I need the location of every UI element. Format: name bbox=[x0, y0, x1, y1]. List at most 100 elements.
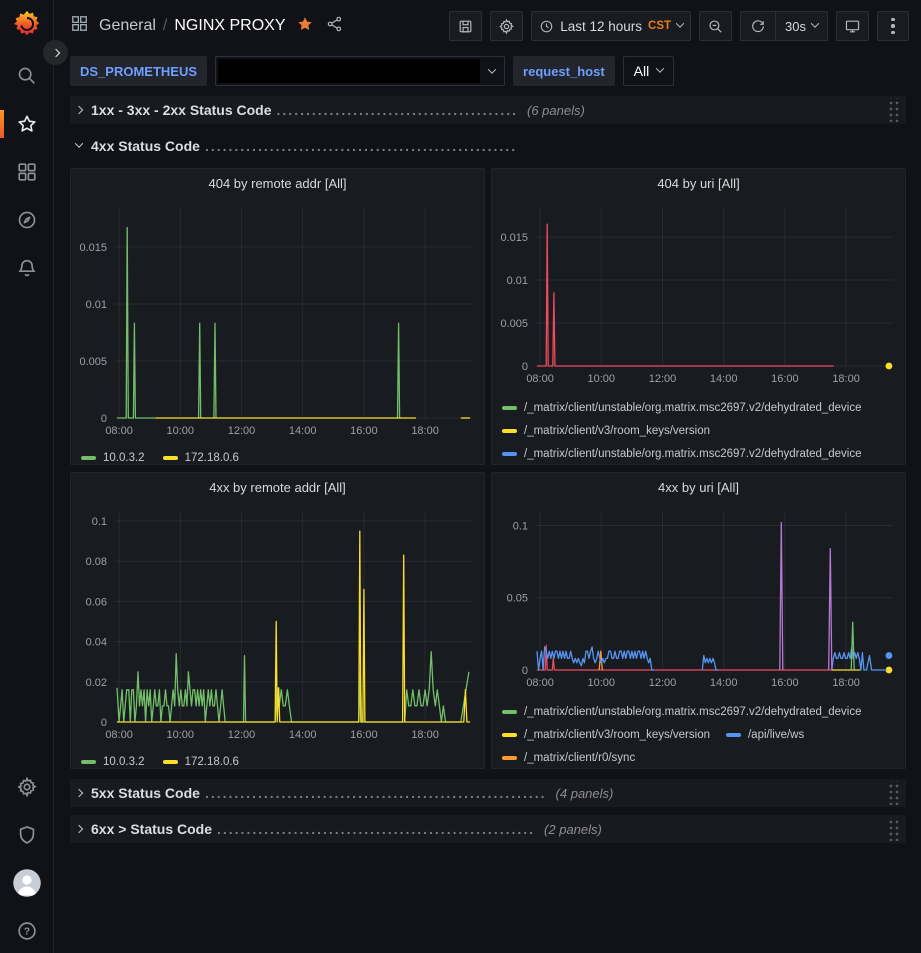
sidebar-item-explore[interactable] bbox=[0, 206, 54, 234]
monitor-icon bbox=[845, 20, 860, 32]
series-line bbox=[850, 621, 855, 671]
row-drag-handle[interactable] bbox=[887, 98, 900, 122]
legend-item[interactable]: /_matrix/client/v3/room_keys/version bbox=[502, 724, 710, 745]
row-1xx-3xx-2xx[interactable]: 1xx - 3xx - 2xx Status Code ............… bbox=[70, 96, 906, 124]
redacted-value bbox=[218, 59, 481, 83]
sidebar-item-profile[interactable] bbox=[0, 869, 54, 897]
dashboards-icon bbox=[70, 14, 89, 38]
sidebar-item-alerting[interactable] bbox=[0, 254, 54, 282]
svg-text:0.1: 0.1 bbox=[92, 516, 107, 528]
dashboard-canvas: 1xx - 3xx - 2xx Status Code ............… bbox=[54, 90, 921, 953]
legend-item[interactable]: 10.0.3.2 bbox=[81, 447, 145, 464]
legend-item[interactable]: /_matrix/client/unstable/org.matrix.msc2… bbox=[502, 701, 862, 722]
svg-text:0: 0 bbox=[522, 665, 528, 677]
legend-swatch bbox=[81, 759, 96, 764]
svg-text:14:00: 14:00 bbox=[289, 425, 317, 437]
legend-item[interactable]: 10.0.3.2 bbox=[81, 751, 145, 768]
row-dotted-leader: ........................................… bbox=[217, 821, 536, 837]
legend-label: /_matrix/client/v3/room_keys/version bbox=[524, 728, 710, 741]
time-range-picker[interactable]: Last 12 hours CST bbox=[531, 11, 692, 41]
sidebar-item-starred[interactable] bbox=[0, 110, 54, 138]
sidebar-item-server-admin[interactable] bbox=[0, 821, 54, 849]
breadcrumb: General / NGINX PROXY bbox=[99, 17, 286, 35]
svg-text:0.005: 0.005 bbox=[500, 318, 528, 330]
sidebar-item-search[interactable] bbox=[0, 62, 54, 90]
legend-item[interactable]: /_matrix/client/unstable/org.matrix.msc2… bbox=[502, 397, 862, 418]
row-6xx[interactable]: 6xx > Status Code ......................… bbox=[70, 815, 906, 843]
chevron-right-icon bbox=[74, 824, 84, 834]
legend-item[interactable]: /_matrix/client/unstable/org.matrix.msc2… bbox=[502, 443, 862, 464]
svg-text:0.01: 0.01 bbox=[507, 275, 528, 287]
top-navbar: General / NGINX PROXY bbox=[54, 0, 921, 52]
legend-label: 10.0.3.2 bbox=[103, 755, 145, 768]
zoom-out-button[interactable] bbox=[699, 11, 733, 41]
svg-text:12:00: 12:00 bbox=[228, 425, 256, 437]
sidebar-expand-button[interactable] bbox=[43, 40, 68, 65]
svg-text:0.08: 0.08 bbox=[86, 556, 107, 568]
sidebar-item-dashboards[interactable] bbox=[0, 158, 54, 186]
legend-label: /_matrix/client/unstable/org.matrix.msc2… bbox=[524, 705, 862, 718]
legend-item[interactable]: 172.18.0.6 bbox=[162, 751, 239, 768]
legend-item[interactable]: /_matrix/client/r0/sync bbox=[502, 747, 635, 768]
time-series-chart[interactable]: 0 0.05 0.1 08:00 10:00 12:00 14:00 16:00 18:00 bbox=[492, 501, 905, 692]
series-point bbox=[885, 666, 893, 674]
sidebar-item-configuration[interactable] bbox=[0, 773, 54, 801]
legend-label: 172.18.0.6 bbox=[184, 451, 239, 464]
svg-text:0.1: 0.1 bbox=[513, 520, 528, 532]
chevron-right-icon bbox=[74, 105, 84, 115]
svg-text:18:00: 18:00 bbox=[832, 677, 860, 689]
panel-404-by-uri: 404 by uri [All] 0 0.005 0.01 0.015 08:00 10:… bbox=[491, 168, 906, 465]
svg-text:18:00: 18:00 bbox=[411, 425, 439, 437]
row-drag-handle[interactable] bbox=[887, 817, 900, 841]
dashboard-settings-button[interactable] bbox=[490, 11, 524, 41]
share-icon[interactable] bbox=[326, 15, 344, 38]
grafana-logo[interactable] bbox=[0, 10, 54, 38]
variable-value-ds-prometheus[interactable] bbox=[215, 56, 506, 86]
tv-mode-button[interactable] bbox=[836, 11, 869, 41]
row-5xx[interactable]: 5xx Status Code ........................… bbox=[70, 779, 906, 807]
save-dashboard-button[interactable] bbox=[449, 11, 483, 41]
row-panel-count: (6 panels) bbox=[527, 102, 585, 118]
dashboard-variables-bar: DS_PROMETHEUS request_host All bbox=[54, 52, 921, 90]
series-line bbox=[213, 322, 217, 419]
panel-title[interactable]: 404 by uri [All] bbox=[657, 175, 740, 191]
breadcrumb-separator: / bbox=[162, 17, 168, 34]
row-4xx[interactable]: 4xx Status Code ........................… bbox=[70, 132, 906, 160]
legend-item[interactable]: 172.18.0.6 bbox=[162, 447, 239, 464]
chart-wrap: 0 0.02 0.04 0.06 0.08 0.1 08:00 10:00 12:00 14:00… bbox=[71, 501, 484, 749]
row-panel-count: (4 panels) bbox=[555, 785, 614, 801]
legend-label: 10.0.3.2 bbox=[103, 451, 145, 464]
time-series-chart[interactable]: 0 0.005 0.01 0.015 08:00 10:00 12:00 14:00 16:00… bbox=[492, 197, 905, 388]
row-drag-handle[interactable] bbox=[887, 781, 900, 805]
panel-title[interactable]: 404 by remote addr [All] bbox=[208, 175, 347, 191]
more-options-button[interactable] bbox=[877, 11, 909, 41]
legend-swatch bbox=[502, 428, 517, 433]
legend-item[interactable]: /api/live/ws bbox=[725, 724, 804, 745]
svg-text:0.02: 0.02 bbox=[86, 677, 107, 689]
series-point bbox=[885, 362, 893, 370]
panel-title[interactable]: 4xx by uri [All] bbox=[658, 479, 739, 495]
refresh-interval-dropdown[interactable]: 30s bbox=[775, 12, 827, 40]
svg-text:14:00: 14:00 bbox=[710, 373, 738, 385]
sidebar: ? bbox=[0, 0, 68, 953]
legend-label: 172.18.0.6 bbox=[184, 755, 239, 768]
variable-label-request-host[interactable]: request_host bbox=[513, 56, 615, 86]
breadcrumb-section[interactable]: General bbox=[99, 17, 156, 34]
zoom-out-icon bbox=[709, 19, 722, 33]
series-line bbox=[537, 644, 834, 671]
legend-item[interactable]: /_matrix/client/v3/room_keys/version bbox=[502, 420, 710, 441]
panel-4xx-by-remote-addr: 4xx by remote addr [All] 0 0.02 0.04 0.06 0.… bbox=[70, 472, 485, 769]
legend-swatch bbox=[502, 451, 517, 456]
row-panel-count: (2 panels) bbox=[544, 821, 602, 837]
time-series-chart[interactable]: 0 0.02 0.04 0.06 0.08 0.1 08:00 10:00 12:00 14:00… bbox=[71, 501, 484, 744]
variable-value-request-host[interactable]: All bbox=[622, 56, 675, 86]
sidebar-item-help[interactable]: ? bbox=[0, 917, 54, 945]
variable-label-ds-prometheus[interactable]: DS_PROMETHEUS bbox=[70, 56, 208, 86]
refresh-button[interactable] bbox=[741, 12, 775, 40]
time-series-chart[interactable]: 0 0.005 0.01 0.015 08:00 10:00 12:00 14:00 16:00… bbox=[71, 197, 484, 440]
svg-text:10:00: 10:00 bbox=[588, 373, 616, 385]
favorite-star-icon[interactable] bbox=[296, 15, 314, 38]
panel-title[interactable]: 4xx by remote addr [All] bbox=[209, 479, 346, 495]
svg-text:0: 0 bbox=[101, 717, 107, 729]
